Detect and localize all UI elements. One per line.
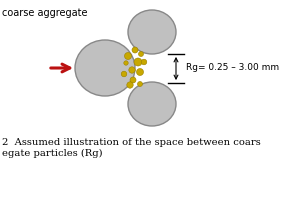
Ellipse shape: [128, 82, 176, 126]
Circle shape: [124, 52, 131, 60]
Circle shape: [141, 59, 147, 65]
Text: Rg= 0.25 – 3.00 mm: Rg= 0.25 – 3.00 mm: [186, 64, 279, 72]
Circle shape: [129, 67, 135, 73]
Circle shape: [124, 61, 128, 65]
Circle shape: [134, 58, 142, 66]
Text: 2  Assumed illustration of the space between coars: 2 Assumed illustration of the space betw…: [2, 138, 261, 147]
Circle shape: [137, 82, 142, 86]
Circle shape: [121, 71, 127, 77]
Circle shape: [127, 82, 133, 88]
Circle shape: [136, 68, 143, 75]
Circle shape: [130, 77, 136, 83]
Text: egate particles (Rg): egate particles (Rg): [2, 149, 103, 158]
Ellipse shape: [75, 40, 135, 96]
Ellipse shape: [128, 10, 176, 54]
Circle shape: [132, 47, 138, 53]
Text: coarse aggregate: coarse aggregate: [2, 8, 88, 18]
Circle shape: [139, 51, 143, 56]
